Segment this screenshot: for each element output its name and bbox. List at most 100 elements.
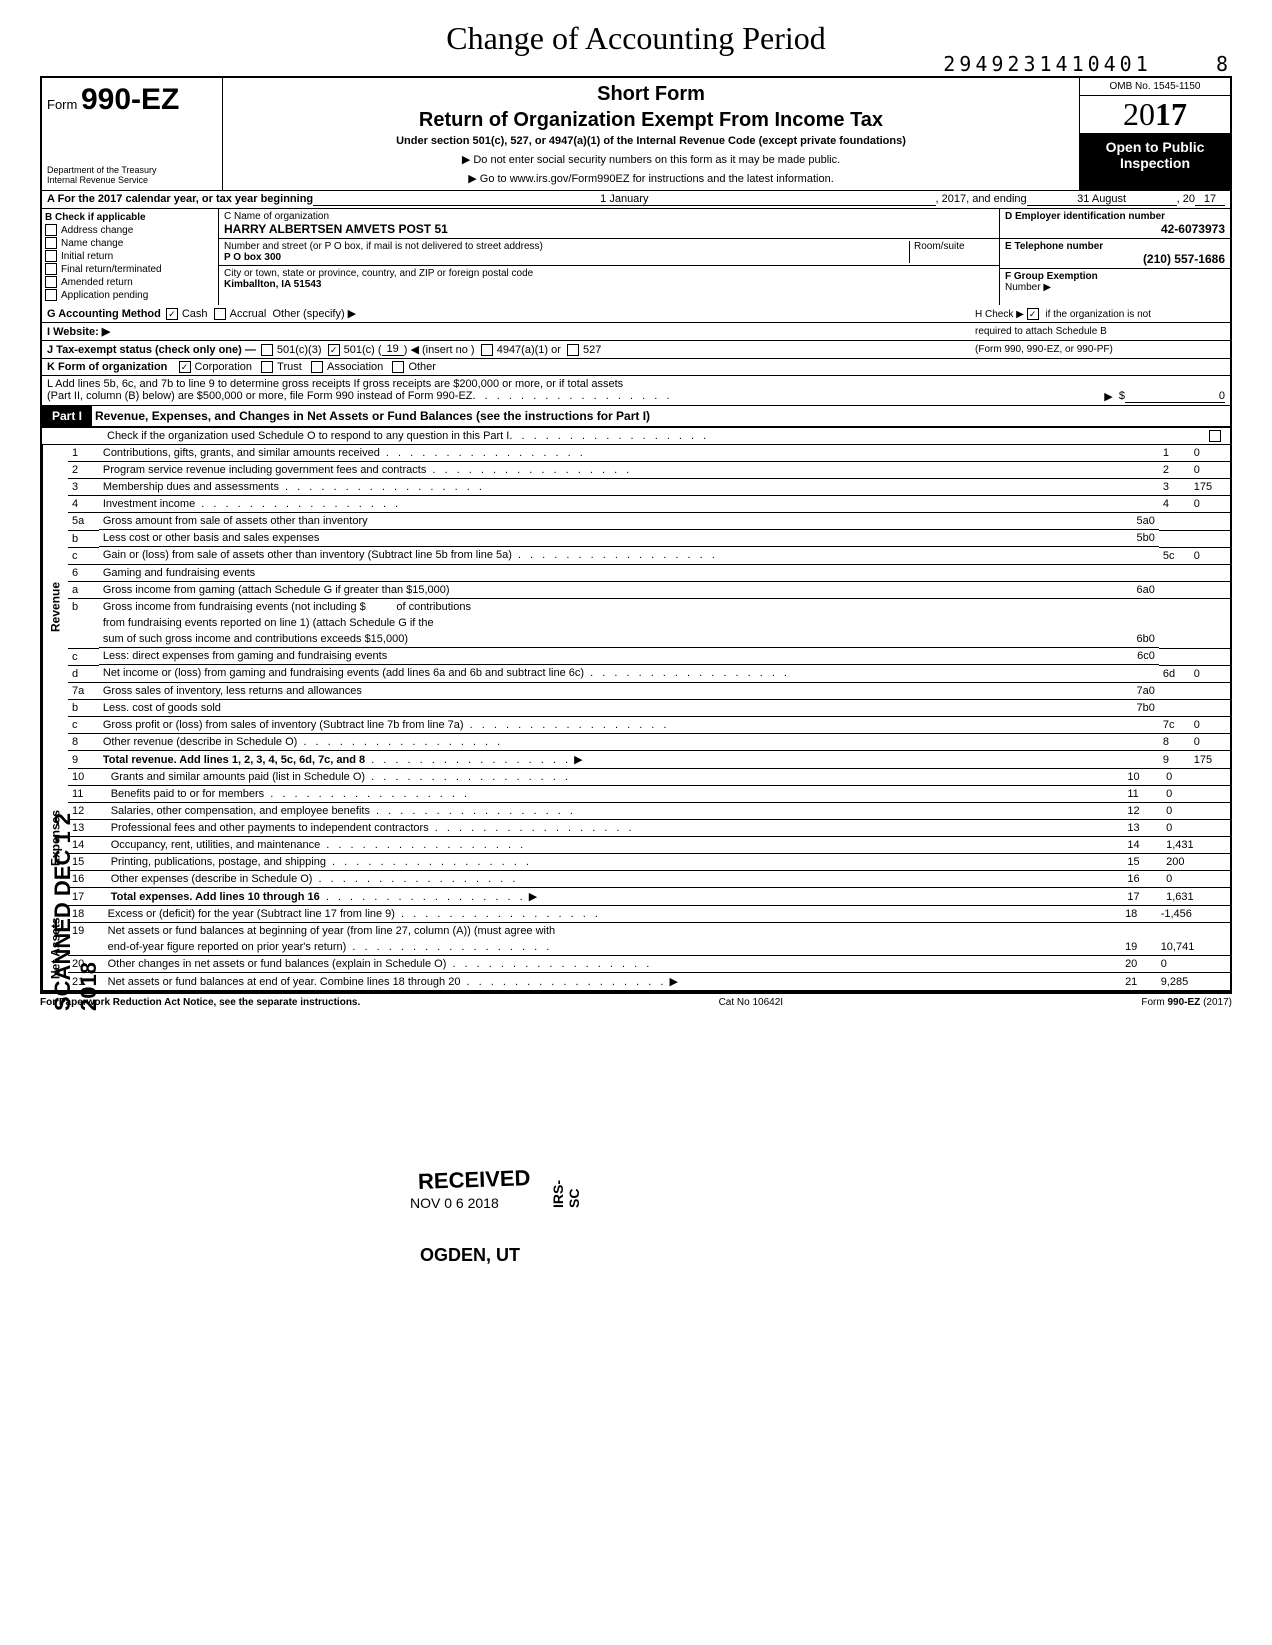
notice-ssn: Do not enter social security numbers on … <box>228 153 1074 166</box>
line-18-val: -1,456 <box>1157 906 1230 923</box>
doc-number: 2949231410401 <box>943 52 1152 76</box>
doc-number-suffix: 8 <box>1216 52 1232 76</box>
line-16-val: 0 <box>1162 871 1230 888</box>
org-city: Kimballton, IA 51543 <box>224 279 994 290</box>
gross-receipts: 0 <box>1125 390 1225 403</box>
checkbox-527[interactable] <box>567 344 579 356</box>
line-6b-val: 0 <box>1149 633 1155 645</box>
tax-year-begin: 1 January <box>313 193 935 206</box>
form-number: Form 990-EZ <box>47 83 217 117</box>
part-1-check: Check if the organization used Schedule … <box>40 428 1232 445</box>
line-5a-val: 0 <box>1149 515 1155 527</box>
main-title: Return of Organization Exempt From Incom… <box>228 109 1074 132</box>
line-1-val: 0 <box>1190 445 1230 462</box>
info-grid: B Check if applicable Address change Nam… <box>40 209 1232 305</box>
line-12-val: 0 <box>1162 803 1230 820</box>
dept-treasury: Department of the Treasury Internal Reve… <box>47 165 217 185</box>
section-c: C Name of organization HARRY ALBERTSEN A… <box>219 209 999 305</box>
tax-year: 2017 <box>1080 96 1230 134</box>
checkbox-corporation[interactable]: ✓ <box>179 361 191 373</box>
line-13-val: 0 <box>1162 820 1230 837</box>
form-page: Change of Accounting Period 294923141040… <box>40 20 1232 1011</box>
checkbox-other-org[interactable] <box>392 361 404 373</box>
checkbox-name-change[interactable] <box>45 237 57 249</box>
omb-number: OMB No. 1545-1150 <box>1080 78 1230 96</box>
checkbox-final-return[interactable] <box>45 263 57 275</box>
checkbox-501c3[interactable] <box>261 344 273 356</box>
line-7a-val: 0 <box>1149 685 1155 697</box>
part-1-header: Part I Revenue, Expenses, and Changes in… <box>40 406 1232 428</box>
section-b: B Check if applicable Address change Nam… <box>42 209 219 305</box>
revenue-section: Revenue 1Contributions, gifts, grants, a… <box>40 445 1232 769</box>
section-h: H Check ▶ ✓ if the organization is not <box>975 308 1225 320</box>
checkbox-4947[interactable] <box>481 344 493 356</box>
line-14-val: 1,431 <box>1162 837 1230 854</box>
ein: 42-6073973 <box>1005 222 1225 236</box>
checkbox-accrual[interactable] <box>214 308 226 320</box>
received-stamp: RECEIVED <box>410 1163 539 1197</box>
page-footer: For Paperwork Reduction Act Notice, see … <box>40 992 1232 1011</box>
irs-sc-stamp: IRS-SC <box>550 1180 582 1208</box>
scanned-stamp: SCANNED DEC 1 2 2018 <box>50 770 102 1011</box>
org-address: P O box 300 <box>224 252 909 263</box>
line-8-val: 0 <box>1190 734 1230 751</box>
subtitle: Under section 501(c), 527, or 4947(a)(1)… <box>228 135 1074 147</box>
line-9-val: 175 <box>1190 751 1230 769</box>
expenses-section: Expenses 10Grants and similar amounts pa… <box>40 769 1232 906</box>
header-right-col: OMB No. 1545-1150 2017 Open to Public In… <box>1079 78 1230 190</box>
line-a: A For the 2017 calendar year, or tax yea… <box>40 190 1232 209</box>
checkbox-trust[interactable] <box>261 361 273 373</box>
line-i: I Website: ▶ required to attach Schedule… <box>40 323 1232 341</box>
line-5c-val: 0 <box>1190 547 1230 564</box>
checkbox-schedule-b[interactable]: ✓ <box>1027 308 1039 320</box>
line-3-val: 175 <box>1190 479 1230 496</box>
501c-insert-no: 19 <box>382 343 404 356</box>
line-l: L Add lines 5b, 6c, and 7b to line 9 to … <box>40 376 1232 406</box>
received-date-stamp: NOV 0 6 2018 <box>410 1195 499 1211</box>
expenses-table: 10Grants and similar amounts paid (list … <box>68 769 1230 906</box>
open-public-badge: Open to Public Inspection <box>1080 134 1230 190</box>
checkbox-schedule-o-part1[interactable] <box>1209 430 1221 442</box>
checkbox-association[interactable] <box>311 361 323 373</box>
line-7c-val: 0 <box>1190 717 1230 734</box>
revenue-label: Revenue <box>42 445 68 769</box>
section-de: D Employer identification number 42-6073… <box>999 209 1230 305</box>
line-7b-val: 0 <box>1149 702 1155 714</box>
checkbox-cash[interactable]: ✓ <box>166 308 178 320</box>
checkbox-initial-return[interactable] <box>45 250 57 262</box>
line-g-h: G Accounting Method ✓Cash Accrual Other … <box>40 305 1232 323</box>
form-number-cell: Form 990-EZ Department of the Treasury I… <box>42 78 223 190</box>
line-19-val: 10,741 <box>1157 939 1230 956</box>
line-20-val: 0 <box>1157 956 1230 973</box>
line-4-val: 0 <box>1190 496 1230 513</box>
checkbox-address-change[interactable] <box>45 224 57 236</box>
checkbox-amended[interactable] <box>45 276 57 288</box>
line-6d-val: 0 <box>1190 665 1230 682</box>
footer-right: Form 990-EZ (2017) <box>1141 997 1232 1008</box>
line-6a-val: 0 <box>1149 584 1155 596</box>
form-header: Form 990-EZ Department of the Treasury I… <box>40 76 1232 190</box>
line-5b-val: 0 <box>1149 532 1155 544</box>
tax-year-end: 31 August <box>1027 193 1177 206</box>
line-17-val: 1,631 <box>1162 888 1230 906</box>
telephone: (210) 557-1686 <box>1005 252 1225 266</box>
line-21-val: 9,285 <box>1157 973 1230 991</box>
line-15-val: 200 <box>1162 854 1230 871</box>
short-form-label: Short Form <box>228 83 1074 106</box>
line-6c-val: 0 <box>1149 650 1155 662</box>
line-2-val: 0 <box>1190 462 1230 479</box>
line-10-val: 0 <box>1162 769 1230 786</box>
title-cell: Short Form Return of Organization Exempt… <box>223 78 1079 190</box>
revenue-table: 1Contributions, gifts, grants, and simil… <box>68 445 1230 769</box>
line-k: K Form of organization ✓Corporation Trus… <box>40 359 1232 376</box>
notice-url: Go to www.irs.gov/Form990EZ for instruct… <box>228 172 1074 185</box>
checkbox-501c[interactable]: ✓ <box>328 344 340 356</box>
checkbox-pending[interactable] <box>45 289 57 301</box>
ogden-stamp: OGDEN, UT <box>420 1245 520 1266</box>
net-assets-section: Net Assets 18Excess or (deficit) for the… <box>40 906 1232 992</box>
line-j: J Tax-exempt status (check only one) — 5… <box>40 341 1232 359</box>
net-assets-table: 18Excess or (deficit) for the year (Subt… <box>68 906 1230 990</box>
footer-center: Cat No 10642I <box>719 997 784 1008</box>
line-11-val: 0 <box>1162 786 1230 803</box>
org-name: HARRY ALBERTSEN AMVETS POST 51 <box>224 222 994 236</box>
